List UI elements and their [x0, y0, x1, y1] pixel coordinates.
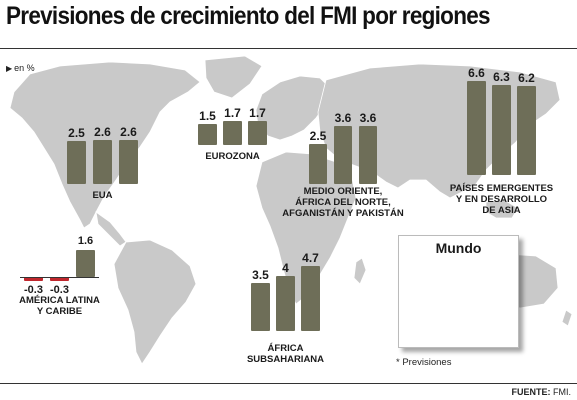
eua-value-2: 2.6: [94, 125, 111, 139]
source-label: FUENTE:: [511, 387, 551, 397]
asia-region-label-line-2: Y EN DESARROLLO: [455, 194, 548, 205]
africa-region-label: ÁFRICA SUBSAHARIANA: [206, 343, 366, 365]
africa-value-2: 4: [282, 261, 289, 275]
source: FUENTE: FMI.: [511, 387, 571, 397]
source-value: FMI.: [553, 387, 571, 397]
medio-value-3: 3.6: [359, 111, 377, 125]
eua-bar-1: [67, 141, 86, 184]
africa-bar-1: [251, 283, 270, 331]
unit-text: en %: [14, 63, 35, 73]
asia-region-label-line-1: PAÍSES EMERGENTES: [449, 183, 554, 194]
mundo-panel: Mundo: [398, 235, 519, 348]
latam-region-label-line-2: Y CARIBE: [36, 306, 83, 317]
africa-bar-2: [276, 276, 295, 331]
eua-bar-2: [93, 140, 112, 184]
medio-value-2: 3.6: [334, 111, 352, 125]
asia-value-1: 6.6: [468, 66, 485, 80]
latam-value-2: -0.3: [50, 284, 69, 296]
arrow-right-icon: ▶: [6, 64, 13, 73]
eurozona-value-3: 1.7: [249, 106, 266, 120]
eua-region-label-line-1: EUA: [92, 190, 113, 201]
medio-region-label-line-3: AFGANISTÁN Y PAKISTÁN: [282, 208, 404, 219]
map-southeast-asia: [485, 199, 519, 219]
asia-value-2: 6.3: [493, 70, 510, 84]
eurozona-value-2: 1.7: [224, 106, 241, 120]
mundo-title: Mundo: [435, 240, 482, 256]
page-title: Previsiones de crecimiento del FMI por r…: [6, 2, 491, 30]
medio-region-label-line-2: ÁFRICA DEL NORTE,: [295, 197, 391, 208]
latam-bar-1: [24, 277, 43, 281]
latam-value-1: -0.3: [24, 284, 43, 296]
map-new-zealand: [561, 309, 573, 327]
medio-bar-3: [359, 126, 377, 184]
latam-region-label-line-1: AMÉRICA LATINA: [19, 295, 100, 306]
asia-bar-1: [467, 81, 486, 175]
medio-bar-1: [309, 144, 327, 184]
eurozona-region-label-line-1: EUROZONA: [205, 151, 260, 162]
unit-label: ▶ en %: [6, 63, 35, 73]
asia-bar-2: [492, 85, 511, 175]
africa-bar-3: [301, 266, 320, 331]
latam-region-label: AMÉRICA LATINA Y CARIBE: [0, 295, 140, 317]
footnote: * Previsiones: [396, 357, 452, 368]
africa-value-1: 3.5: [252, 268, 269, 282]
africa-region-label-line-2: SUBSAHARIANA: [246, 354, 325, 365]
top-rule: [0, 48, 577, 49]
asia-region-label-line-3: DE ASIA: [482, 205, 521, 216]
latam-bar-3: [76, 250, 95, 277]
eua-bar-3: [119, 140, 138, 184]
medio-value-1: 2.5: [309, 129, 327, 143]
map-greenland: [204, 55, 263, 99]
eurozona-bar-1: [198, 124, 217, 145]
asia-value-3: 6.2: [518, 71, 535, 85]
eua-region-label: EUA: [23, 190, 183, 201]
map-central-america: [95, 211, 127, 247]
map-madagascar: [353, 257, 367, 285]
bottom-rule: [0, 383, 577, 384]
eua-value-3: 2.6: [120, 125, 137, 139]
asia-region-label: PAÍSES EMERGENTES Y EN DESARROLLO DE ASIA: [422, 183, 577, 216]
latam-value-3: 1.6: [77, 235, 94, 247]
eurozona-bar-2: [223, 121, 242, 145]
eua-value-1: 2.5: [68, 126, 85, 140]
eurozona-bar-3: [248, 121, 267, 145]
map-south-america: [113, 239, 197, 365]
asia-bar-3: [517, 86, 536, 175]
latam-bar-2: [50, 277, 69, 281]
medio-region-label-line-1: MEDIO ORIENTE,: [303, 186, 383, 197]
africa-region-label-line-1: ÁFRICA: [267, 343, 304, 354]
eurozona-value-1: 1.5: [199, 109, 216, 123]
latam-baseline: [20, 277, 99, 278]
eurozona-region-label: EUROZONA: [153, 151, 313, 162]
medio-region-label: MEDIO ORIENTE, ÁFRICA DEL NORTE, AFGANISTÁ…: [263, 186, 423, 219]
medio-bar-2: [334, 126, 352, 184]
africa-value-3: 4.7: [302, 251, 319, 265]
